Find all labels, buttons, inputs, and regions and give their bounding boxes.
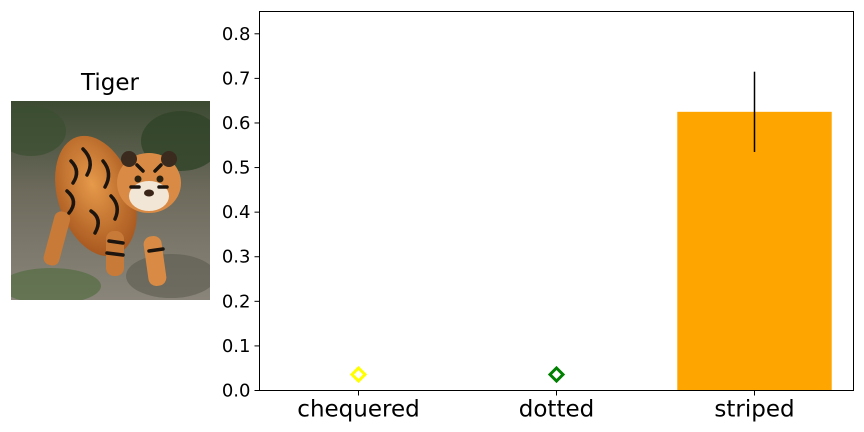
y-tick-label-0.5: 0.5 (222, 158, 251, 179)
x-axis: chequered dotted striped (297, 390, 795, 423)
bars-group (677, 111, 832, 391)
zero-marker-chequered (349, 365, 368, 384)
y-tick-label-0.8: 0.8 (222, 24, 251, 45)
y-tick-label-0.4: 0.4 (222, 202, 251, 223)
x-tick-label-striped: striped (714, 397, 794, 423)
bar-striped (677, 111, 832, 391)
y-tick-label-0.3: 0.3 (222, 247, 251, 268)
x-tick-label-chequered: chequered (297, 397, 419, 423)
zero-markers-group (349, 365, 566, 384)
y-tick-label-0.7: 0.7 (222, 68, 251, 89)
tiger-photo (11, 101, 210, 300)
y-tick-label-0.0: 0.0 (222, 381, 251, 402)
y-tick-label-0.6: 0.6 (222, 113, 251, 134)
y-tick-label-0.1: 0.1 (222, 336, 251, 357)
y-tick-label-0.2: 0.2 (222, 291, 251, 312)
x-tick-label-dotted: dotted (519, 397, 594, 423)
image-title: Tiger (81, 70, 139, 96)
y-axis: 0.0 0.1 0.2 0.3 0.4 0.5 0.6 0.7 0.8 (222, 24, 260, 402)
tiger-illustration (11, 101, 210, 300)
zero-marker-dotted (547, 365, 566, 384)
